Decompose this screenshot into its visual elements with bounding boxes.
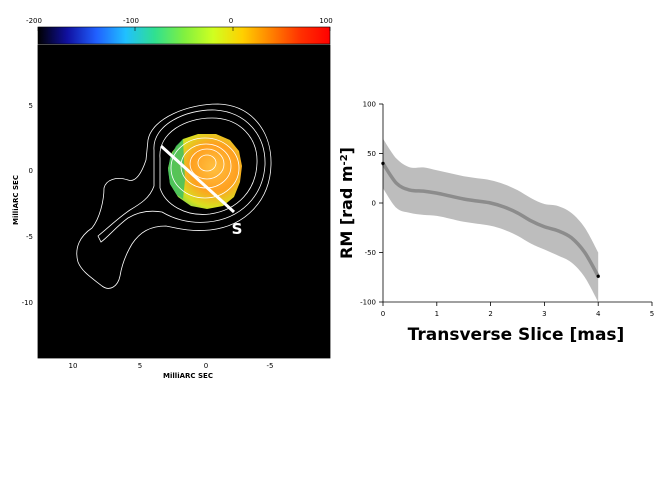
x-tick-label: 1 xyxy=(435,310,439,318)
x-tick-label: 5 xyxy=(650,310,654,318)
profile-y-ticks: 100 50 0 -50 -100 xyxy=(360,101,383,307)
map-y-tick-label: 5 xyxy=(29,102,33,110)
y-tick-label: 100 xyxy=(363,101,376,109)
y-tick-label: -50 xyxy=(365,249,376,257)
map-y-tick-label: 0 xyxy=(29,167,33,175)
x-tick-label: 4 xyxy=(596,310,601,318)
profile-x-axis-label: Transverse Slice [mas] xyxy=(408,325,625,345)
colorbar-tick-label: 100 xyxy=(319,17,332,25)
profile-y-axis-label-exponent: -2 xyxy=(339,154,350,165)
colorbar-tick-labels: -200 -100 0 100 xyxy=(26,17,333,25)
map-x-axis-label: MilliARC SEC xyxy=(163,372,213,380)
rm-map-panel: -200 -100 0 100 S xyxy=(12,17,333,380)
rm-profile-panel: 0 1 2 3 4 5 100 50 0 -50 -100 Transverse Slice [m… xyxy=(337,101,654,346)
colorbar xyxy=(37,26,331,45)
profile-y-axis-label: RM [rad m-2] xyxy=(337,147,356,259)
map-x-tick-label: 5 xyxy=(138,362,142,370)
profile-x-ticks: 0 1 2 3 4 5 xyxy=(381,302,654,318)
profile-y-axis-label-main: RM [rad m xyxy=(337,165,356,259)
rm-color-region-green-edge xyxy=(168,139,185,199)
x-tick-label: 2 xyxy=(488,310,492,318)
map-y-tick-labels: 5 0 -5 -10 xyxy=(22,102,33,307)
rm-profile-line xyxy=(381,161,600,279)
colorbar-tick-label: -200 xyxy=(26,17,42,25)
x-tick-label: 3 xyxy=(542,310,546,318)
map-y-tick-label: -10 xyxy=(22,299,33,307)
colorbar-ticks xyxy=(37,27,331,31)
map-x-tick-labels: 10 5 0 -5 xyxy=(69,362,274,370)
colorbar-tick-label: 0 xyxy=(229,17,233,25)
map-axis-ticks xyxy=(38,104,271,358)
map-x-tick-label: -5 xyxy=(267,362,274,370)
transverse-slice-line xyxy=(159,144,236,214)
map-background xyxy=(37,44,331,359)
map-y-tick-label: -5 xyxy=(26,233,33,241)
rm-endpoint-marker xyxy=(596,274,600,278)
slice-label: S xyxy=(232,220,243,238)
y-tick-label: -100 xyxy=(360,299,376,307)
map-x-tick-label: 0 xyxy=(204,362,208,370)
map-y-axis-label: MilliARC SEC xyxy=(12,175,20,225)
y-tick-label: 50 xyxy=(367,150,376,158)
map-x-tick-label: 10 xyxy=(69,362,78,370)
uncertainty-band xyxy=(383,138,599,302)
profile-y-axis-label-close: ] xyxy=(337,147,356,154)
colorbar-tick-label: -100 xyxy=(123,17,139,25)
x-tick-label: 0 xyxy=(381,310,385,318)
y-tick-label: 0 xyxy=(372,200,376,208)
